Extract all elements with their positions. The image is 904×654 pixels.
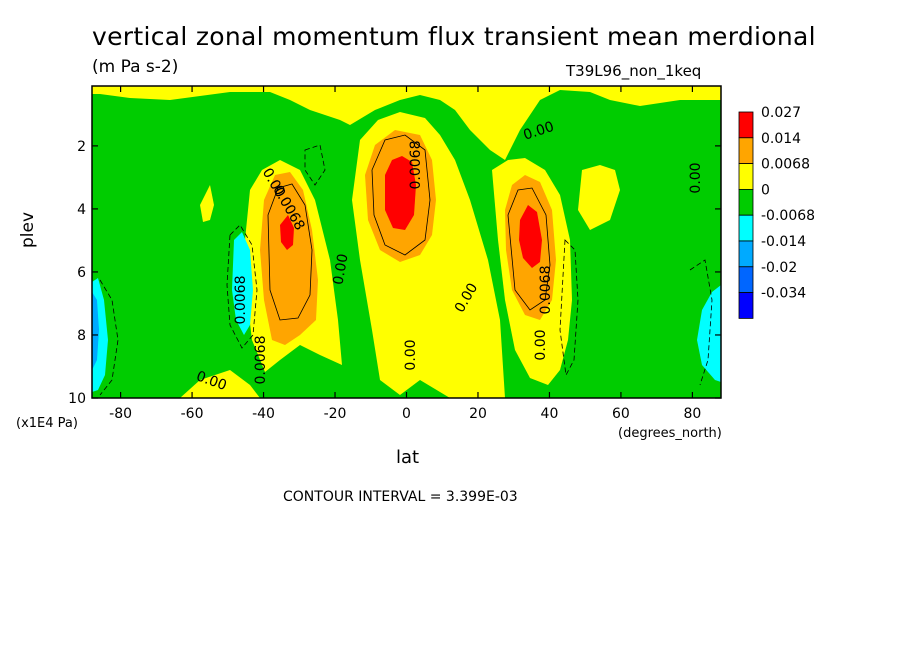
x-axis-units: (degrees_north): [618, 426, 722, 441]
x-tick-label: -60: [181, 406, 204, 422]
legend-label: -0.034: [761, 286, 806, 302]
y-axis-units: (x1E4 Pa): [16, 416, 78, 431]
legend-swatch: [738, 240, 754, 268]
orange-region-sh: [260, 172, 318, 345]
legend-label: 0: [761, 182, 770, 198]
contour-label: 0.00: [403, 339, 419, 370]
contour-label: 0.0068: [538, 266, 554, 315]
contour-lines: [99, 134, 713, 396]
x-axis: -80 -60 -40 -20 0 20 40 60 80: [109, 86, 701, 422]
contour-label: 0.0068: [408, 141, 424, 190]
run-label: T39L96_non_1keq: [566, 62, 702, 80]
contour-label: 0.0068: [253, 336, 269, 385]
legend-label: 0.014: [761, 131, 801, 147]
x-tick-label: -40: [252, 406, 275, 422]
y-tick-label: 4: [77, 202, 86, 218]
legend-swatch: [738, 111, 754, 139]
y-tick-label: 6: [77, 265, 86, 281]
legend-label: 0.027: [761, 105, 801, 121]
yellow-region-bottom: [180, 370, 260, 398]
contour-line: [267, 183, 313, 321]
contour-label: 0.00: [330, 253, 351, 286]
yellow-region-far-nh: [578, 165, 620, 230]
legend-swatch: [738, 292, 754, 319]
yellow-region-top: [92, 86, 721, 160]
x-tick-label: -80: [109, 406, 132, 422]
cyan-region-sh-mid: [232, 232, 253, 335]
x-tick-label: 80: [683, 406, 701, 422]
y-tick-label: 2: [77, 139, 86, 155]
contour-line: [507, 187, 551, 311]
x-tick-label: 60: [612, 406, 630, 422]
y-tick-label: 8: [77, 328, 86, 344]
cyan-region-np: [697, 285, 721, 382]
contour-line: [304, 144, 326, 186]
legend: 0.027 0.014 0.0068 0 -0.0068 -0.014 -0.02 -0.03…: [738, 105, 815, 319]
legend-swatch: [738, 163, 754, 190]
contour-fill-layer: [92, 86, 721, 398]
legend-label: 0.0068: [761, 157, 810, 173]
contour-line: [371, 134, 431, 256]
legend-label: -0.014: [761, 234, 806, 250]
contour-interval-note: CONTOUR INTERVAL = 3.399E-03: [283, 489, 518, 505]
red-core-eq: [385, 156, 416, 230]
blue-core-sp: [92, 292, 99, 370]
x-tick-label: 20: [469, 406, 487, 422]
y-axis: 2 4 6 8 10: [68, 139, 721, 407]
x-tick-label: -20: [324, 406, 347, 422]
contour-label: 0.00: [688, 162, 704, 193]
red-core-nh: [519, 205, 542, 268]
contour-line: [559, 239, 579, 377]
contour-line: [689, 259, 713, 386]
y-tick-label: 10: [68, 391, 86, 407]
x-axis-label: lat: [396, 447, 420, 468]
legend-swatch: [738, 137, 754, 165]
legend-label: -0.02: [761, 260, 797, 276]
legend-swatch: [738, 214, 754, 242]
legend-swatch: [738, 188, 754, 216]
chart-units: (m Pa s-2): [92, 57, 179, 77]
x-tick-label: 0: [402, 406, 411, 422]
contour-label: 0.0068: [233, 276, 249, 325]
chart-title: vertical zonal momentum flux transient m…: [92, 22, 816, 51]
legend-swatch: [738, 266, 754, 293]
legend-label: -0.0068: [761, 208, 815, 224]
contour-label: 0.00: [533, 329, 549, 360]
red-core-sh: [280, 215, 294, 250]
yellow-region-sh-narrow: [200, 185, 214, 222]
x-tick-label: 40: [541, 406, 559, 422]
